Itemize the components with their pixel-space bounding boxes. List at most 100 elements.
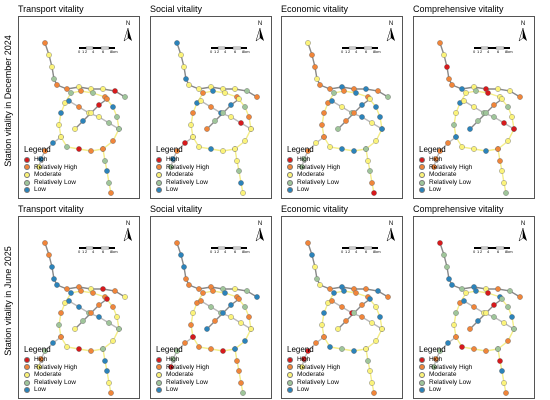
station-marker [505, 138, 511, 144]
legend-swatch [156, 164, 162, 171]
station-marker [503, 390, 509, 396]
station-marker [58, 334, 64, 340]
station-marker [114, 314, 120, 320]
station-marker [114, 114, 120, 120]
station-marker [104, 96, 110, 102]
station-marker [351, 110, 357, 116]
scale-tick-label: 4 [224, 49, 227, 54]
station-marker [88, 148, 94, 154]
station-marker [483, 310, 489, 316]
north-arrow-icon: N [253, 221, 267, 243]
row-label-jun-2025: Station vitality in June 2025 [0, 204, 16, 398]
station-marker [68, 90, 74, 96]
station-marker [66, 98, 72, 104]
station-marker [459, 286, 465, 292]
station-marker [319, 322, 325, 328]
station-marker [461, 98, 467, 104]
legend-item: Moderate [287, 171, 340, 179]
station-marker [210, 88, 216, 94]
panel-title: Transport vitality [18, 204, 84, 214]
scale-tick-label: 1 [82, 49, 85, 54]
station-marker [76, 346, 82, 352]
legend: Legend High Relatively High Moderate Relativ… [287, 345, 340, 394]
legend-label: Relatively Low [166, 378, 208, 386]
legend-swatch [287, 172, 293, 179]
scale-tick-label: 8km [242, 249, 250, 254]
station-marker [186, 282, 192, 288]
station-marker [491, 314, 497, 320]
station-marker [475, 318, 481, 324]
station-marker [491, 302, 497, 308]
station-marker [170, 156, 176, 162]
station-marker [379, 126, 385, 132]
legend-item: Low [419, 186, 472, 194]
station-marker [473, 288, 479, 294]
legend-swatch [24, 156, 30, 163]
station-marker [64, 144, 70, 150]
map-panel: N 0 1 2 4 6 8km Legend High Relatively High Modera… [150, 216, 272, 399]
station-marker [190, 110, 196, 116]
metro-map [36, 240, 128, 396]
map-panel: N 0 1 2 4 6 8km Legend High Relatively High Modera… [281, 216, 403, 399]
station-marker [449, 282, 455, 288]
station-marker [317, 282, 323, 288]
station-marker [501, 380, 507, 386]
station-marker [369, 380, 375, 386]
station-marker [365, 358, 371, 364]
station-marker [446, 76, 452, 82]
station-marker [212, 318, 218, 324]
legend-label: High [166, 356, 180, 364]
station-marker [208, 346, 214, 352]
legend-item: Low [287, 186, 340, 194]
station-marker [312, 264, 318, 270]
scale-tick-label: 0 [78, 49, 81, 54]
station-marker [433, 356, 439, 362]
station-marker [232, 346, 238, 352]
station-marker [445, 340, 451, 346]
legend-label: High [34, 356, 48, 364]
legend-label: Relatively High [34, 363, 78, 371]
station-marker [495, 146, 501, 152]
station-marker [64, 344, 70, 350]
station-marker [379, 326, 385, 332]
station-marker [242, 104, 248, 110]
scale-tick-label: 2 [348, 249, 351, 254]
station-marker [232, 146, 238, 152]
station-marker [100, 346, 106, 352]
station-marker [186, 82, 192, 88]
map-panel: N 0 1 2 4 6 8km Legend High Relatively High Modera… [281, 16, 403, 199]
station-marker [511, 126, 517, 132]
station-marker [168, 364, 174, 370]
legend-item: Moderate [156, 371, 209, 379]
panel-title: Social vitality [150, 204, 203, 214]
station-marker [54, 282, 60, 288]
map-panel: N 0 1 2 4 6 8km Legend High Relatively High Modera… [150, 16, 272, 199]
station-marker [110, 304, 116, 310]
station-marker [446, 276, 452, 282]
metro-map [299, 40, 391, 196]
station-marker [449, 82, 455, 88]
scale-bar: 0 1 2 4 6 8km [472, 45, 514, 57]
station-marker [441, 52, 447, 58]
north-arrow-icon: N [516, 21, 530, 43]
scale-tick-label: 1 [345, 49, 348, 54]
legend-item: Low [24, 186, 77, 194]
station-marker [204, 326, 210, 332]
scale-tick-label: 2 [348, 49, 351, 54]
station-marker [110, 338, 116, 344]
north-label: N [125, 221, 131, 227]
station-marker [339, 104, 345, 110]
station-marker [242, 338, 248, 344]
station-marker [181, 264, 187, 270]
station-marker [102, 358, 108, 364]
station-marker [246, 114, 252, 120]
station-marker [385, 294, 391, 300]
station-marker [188, 322, 194, 328]
station-marker [314, 76, 320, 82]
station-marker [367, 96, 373, 102]
scale-tick-label: 2 [217, 49, 220, 54]
station-marker [377, 314, 383, 320]
station-marker [341, 88, 347, 94]
station-marker [244, 88, 250, 94]
station-marker [181, 64, 187, 70]
